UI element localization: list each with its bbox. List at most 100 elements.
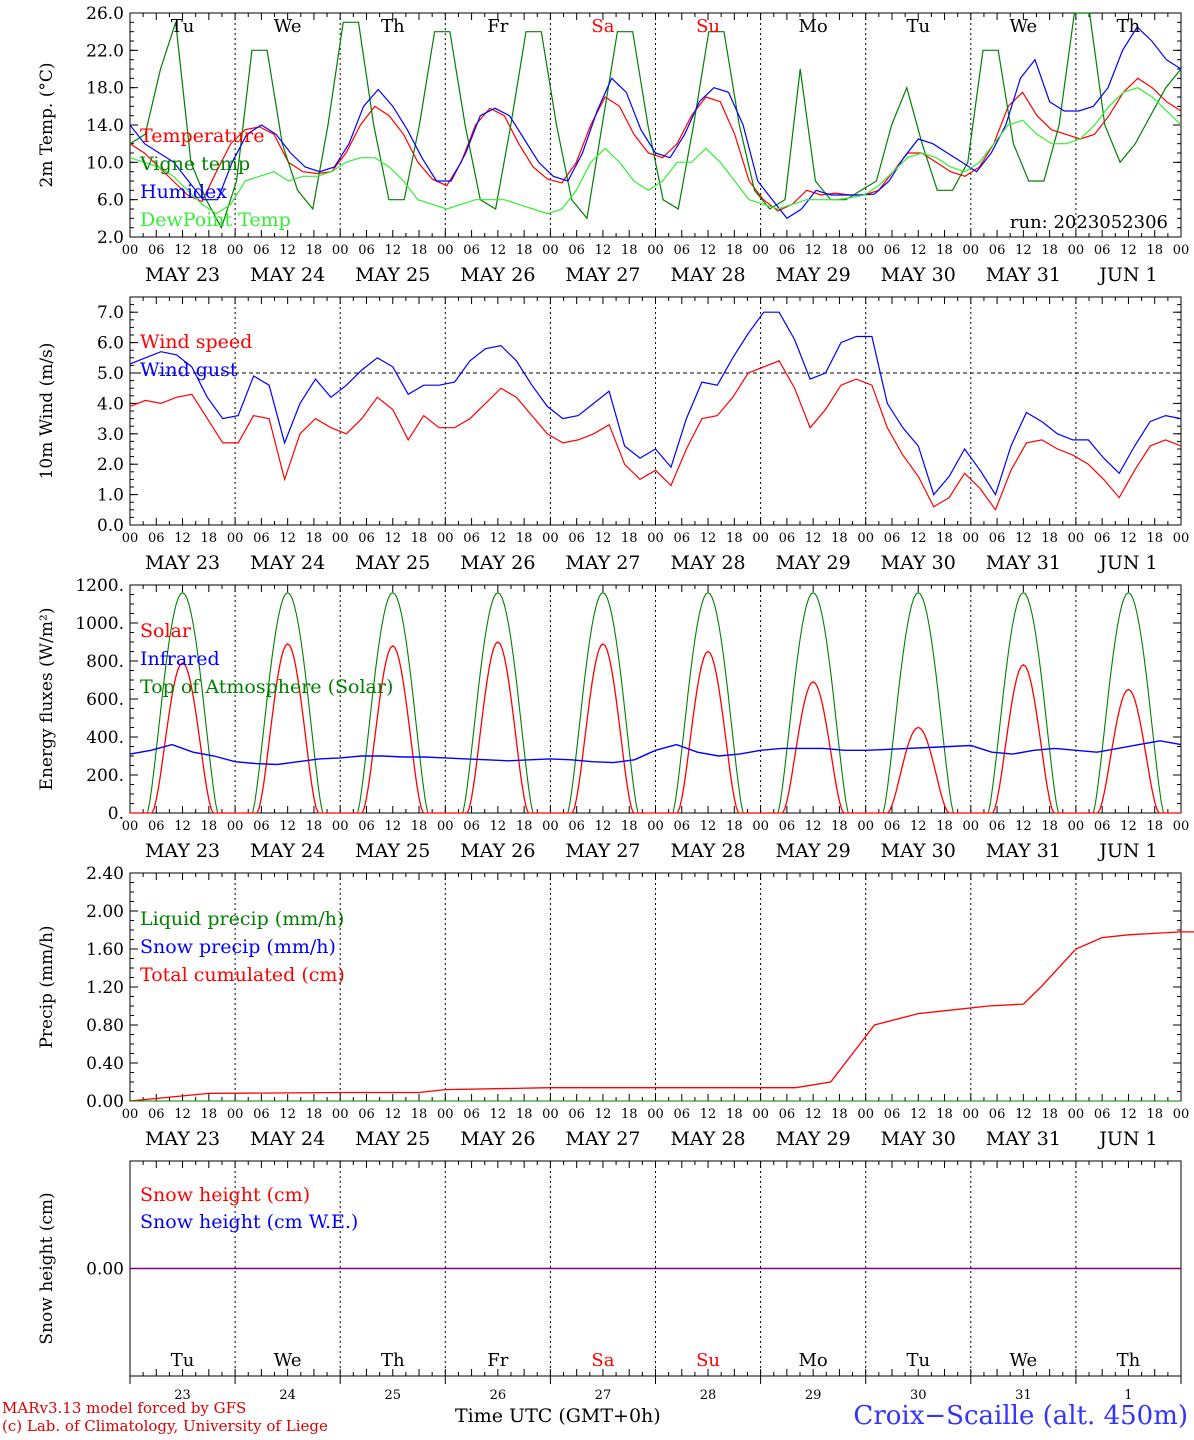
hour-tick-label: 06 (884, 531, 901, 546)
panel-2-frame (129, 584, 1182, 814)
hour-tick-label: 00 (227, 243, 244, 258)
hour-tick-label: 00 (752, 531, 769, 546)
hour-tick-label: 00 (1068, 1107, 1085, 1122)
legend-entry: Total cumulated (cm) (140, 964, 345, 986)
day-label: MAY 23 (145, 264, 220, 286)
legend-entry: Temperature (140, 125, 264, 147)
hour-tick-label: 18 (516, 1107, 533, 1122)
hour-tick-label: 00 (332, 531, 349, 546)
hour-tick-label: 18 (201, 243, 218, 258)
hour-tick-label: 00 (437, 819, 454, 834)
y-tick-label: 0.80 (86, 1016, 124, 1036)
hour-tick-label: 00 (332, 1107, 349, 1122)
day-label: MAY 31 (986, 552, 1061, 574)
hour-tick-label: 12 (384, 531, 401, 546)
hour-tick-label: 00 (437, 243, 454, 258)
day-label: MAY 23 (145, 840, 220, 862)
lab-credit-line: (c) Lab. of Climatology, University of L… (2, 1417, 328, 1435)
day-letter: Tu (906, 16, 930, 37)
day-label: JUN 1 (1097, 264, 1157, 286)
day-letter: We (1010, 16, 1038, 37)
hour-tick-label: 18 (621, 531, 638, 546)
y-tick-label: 1.20 (86, 978, 124, 998)
hour-tick-label: 12 (805, 243, 822, 258)
hour-tick-label: 12 (490, 243, 507, 258)
day-label: MAY 30 (881, 840, 956, 862)
hour-tick-label: 12 (805, 1107, 822, 1122)
hour-tick-label: 06 (674, 1107, 691, 1122)
hour-tick-label: 12 (384, 243, 401, 258)
hour-tick-label: 12 (490, 1107, 507, 1122)
hour-tick-label: 12 (910, 531, 927, 546)
station-title: Croix−Scaille (alt. 450m) (853, 1401, 1188, 1431)
hour-tick-label: 18 (201, 1107, 218, 1122)
day-label: MAY 28 (670, 552, 745, 574)
hour-tick-label: 00 (647, 1107, 664, 1122)
day-label: MAY 27 (565, 552, 640, 574)
day-label: MAY 24 (250, 840, 325, 862)
y-tick-label: 600. (86, 690, 124, 710)
hour-tick-label: 06 (148, 819, 165, 834)
hour-tick-label: 00 (963, 243, 980, 258)
hour-tick-label: 00 (437, 531, 454, 546)
run-label: run: 2023052306 (1010, 212, 1168, 233)
legend-entry: Wind gust (140, 359, 238, 381)
day-label: MAY 24 (250, 264, 325, 286)
hour-tick-label: 06 (884, 243, 901, 258)
hour-tick-label: 12 (700, 531, 717, 546)
hour-tick-label: 06 (779, 243, 796, 258)
series-line-total-cumulated (129, 931, 1194, 1102)
hour-tick-label: 06 (148, 243, 165, 258)
hour-tick-label: 06 (779, 1107, 796, 1122)
series-line-solar (130, 641, 1181, 814)
legend-entry: Snow precip (mm/h) (140, 936, 336, 958)
y-tick-label: 4.0 (97, 394, 124, 414)
model-credit-line: MARv3.13 model forced by GFS (2, 1399, 247, 1417)
day-label: MAY 30 (881, 1128, 956, 1150)
day-label: MAY 27 (565, 264, 640, 286)
hour-tick-label: 12 (174, 531, 191, 546)
day-letter: Mo (799, 16, 828, 37)
day-label: JUN 1 (1097, 552, 1157, 574)
y-tick-label: 1200. (75, 576, 124, 596)
hour-tick-label: 18 (831, 819, 848, 834)
hour-tick-label: 00 (122, 819, 139, 834)
hour-tick-label: 00 (752, 243, 769, 258)
hour-tick-label: 12 (1015, 531, 1032, 546)
hour-tick-label: 12 (1120, 819, 1137, 834)
y-tick-label: 26.0 (86, 4, 124, 24)
y-axis-label: Snow height (cm) (37, 1192, 57, 1344)
day-label: MAY 31 (986, 1128, 1061, 1150)
y-axis-label: 2m Temp. (°C) (37, 62, 57, 187)
day-letter: Sa (591, 16, 614, 37)
legend-entry: Infrared (140, 648, 220, 670)
day-label: MAY 28 (670, 1128, 745, 1150)
day-label: MAY 26 (460, 264, 535, 286)
hour-tick-label: 06 (1094, 243, 1111, 258)
hour-tick-label: 06 (358, 1107, 375, 1122)
day-label: JUN 1 (1097, 840, 1157, 862)
hour-tick-label: 12 (174, 243, 191, 258)
hour-tick-label: 06 (884, 819, 901, 834)
bottom-day-number: 27 (595, 1388, 612, 1403)
hour-tick-label: 18 (1041, 531, 1058, 546)
hour-tick-label: 00 (1068, 243, 1085, 258)
hour-tick-label: 00 (227, 1107, 244, 1122)
hour-tick-label: 12 (700, 819, 717, 834)
day-label: MAY 30 (881, 552, 956, 574)
hour-tick-label: 18 (726, 243, 743, 258)
bottom-day-number: 1 (1124, 1388, 1132, 1403)
bottom-day-letter: Mo (799, 1350, 828, 1371)
legend-entry: Snow height (cm W.E.) (140, 1211, 358, 1233)
hour-tick-label: 18 (621, 243, 638, 258)
hour-tick-label: 06 (989, 243, 1006, 258)
day-label: MAY 24 (250, 1128, 325, 1150)
y-tick-label: 6.0 (97, 191, 124, 211)
series-line-infrared (129, 740, 1182, 766)
bottom-day-number: 25 (384, 1388, 401, 1403)
hour-tick-label: 12 (1015, 243, 1032, 258)
day-label: MAY 23 (145, 1128, 220, 1150)
series-line-wind-gust (129, 311, 1182, 497)
day-label: MAY 25 (355, 552, 430, 574)
y-tick-label: 800. (86, 652, 124, 672)
